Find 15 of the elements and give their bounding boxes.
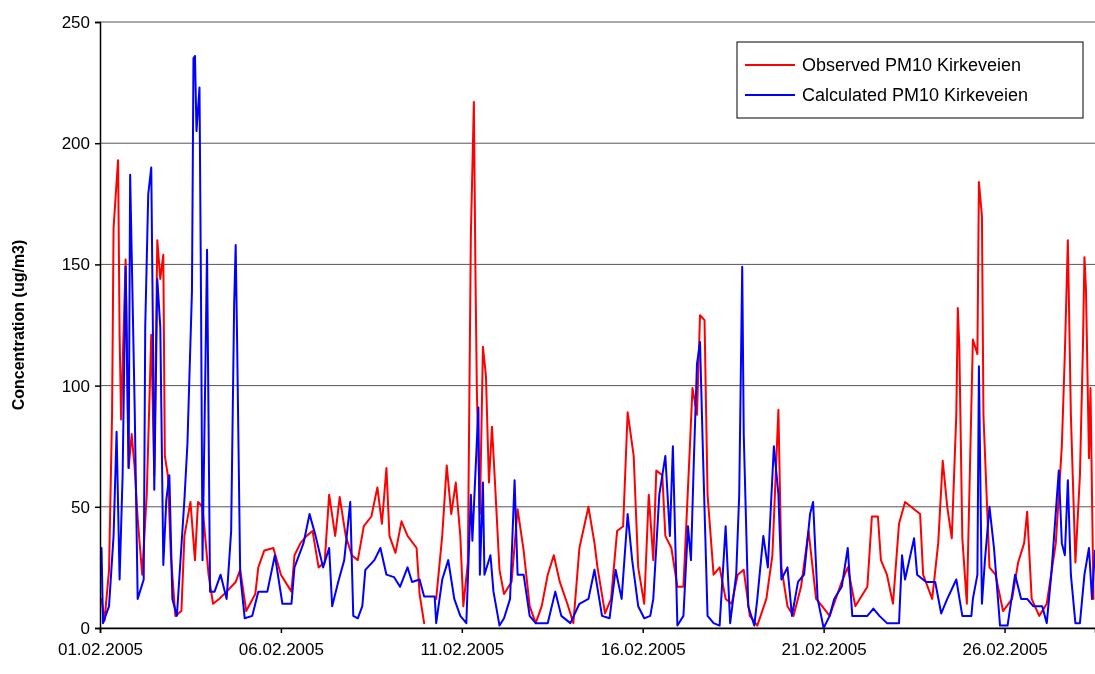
x-tick-label: 21.02.2005: [781, 639, 867, 659]
x-tick-label: 01.02.2005: [57, 639, 144, 659]
legend-label: Observed PM10 Kirkeveien: [802, 55, 1022, 76]
y-tick-label: 250: [61, 12, 90, 32]
y-axis-title: Concentration (ug/m3): [10, 239, 27, 411]
y-tick-label: 100: [61, 376, 90, 396]
y-tick-label: 0: [80, 618, 90, 638]
x-tick-label: 06.02.2005: [238, 639, 324, 659]
legend-label: Calculated PM10 Kirkeveien: [802, 85, 1029, 106]
y-tick-label: 50: [71, 497, 90, 517]
x-tick-label: 26.02.2005: [962, 639, 1048, 659]
y-tick-label: 150: [61, 255, 90, 275]
y-tick-label: 200: [61, 134, 90, 154]
x-tick-label: 16.02.2005: [600, 639, 686, 659]
x-tick-label: 11.02.2005: [420, 639, 505, 659]
